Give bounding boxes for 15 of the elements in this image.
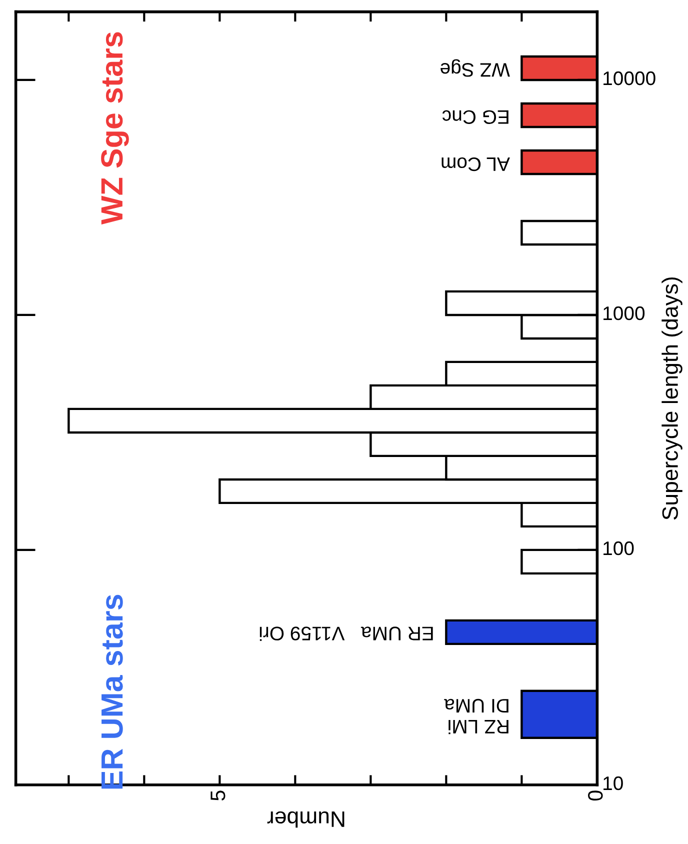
annotation: AL Com xyxy=(442,157,510,172)
y-tick-label: 10 xyxy=(604,776,623,790)
y-tick-label: 10000 xyxy=(604,71,656,86)
x-axis-title: Number xyxy=(267,811,344,828)
annotation: WZ Sge stars xyxy=(101,32,129,225)
y-tick-label: 1000 xyxy=(604,306,645,320)
annotation: EG Cnc xyxy=(442,110,508,124)
x-tick-label: 5 xyxy=(210,790,226,801)
y-tick-label: 100 xyxy=(604,541,634,556)
annotation: WZ Sge xyxy=(440,59,510,77)
annotation: RZ LMi DI UMa xyxy=(444,698,508,734)
y-axis-title: Supercycle length (days) xyxy=(662,277,682,520)
x-tick-label: 0 xyxy=(588,790,603,801)
annotation: ER UMa stars xyxy=(102,594,123,789)
annotation: ER UMa V1159 Ori xyxy=(260,626,433,641)
